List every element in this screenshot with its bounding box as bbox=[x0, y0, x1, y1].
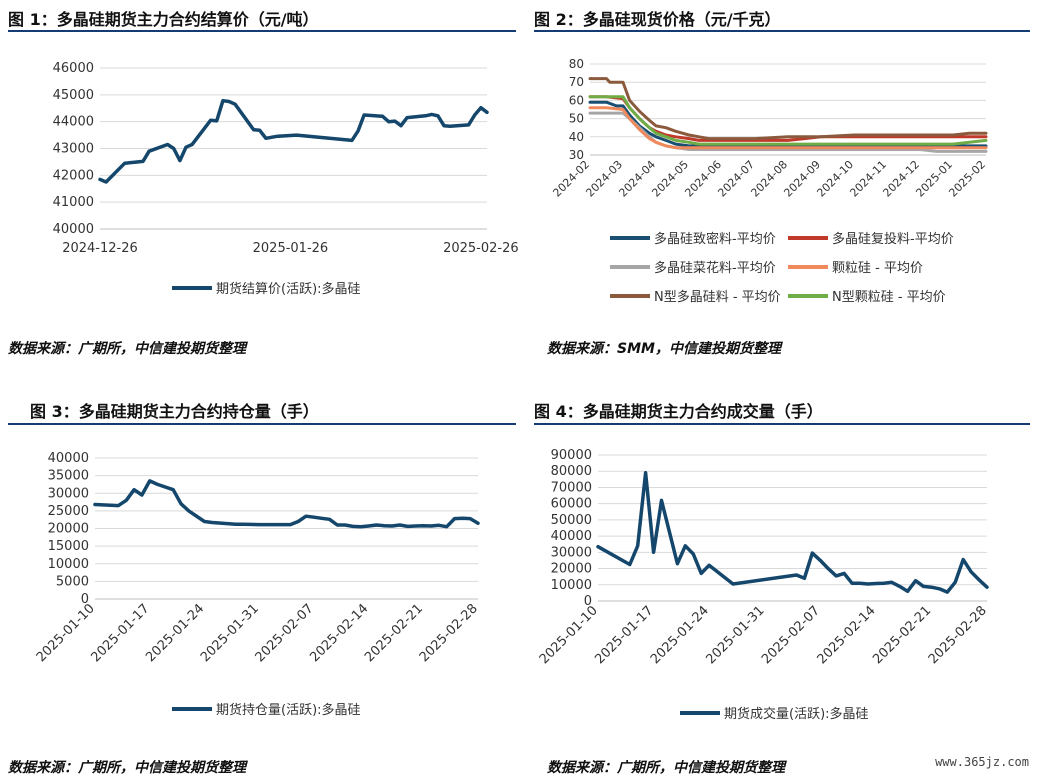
x-tick-label: 2025-02-28 bbox=[417, 601, 481, 665]
series-line bbox=[596, 471, 989, 594]
y-tick-label: 60000 bbox=[551, 497, 592, 512]
y-tick-label: 40000 bbox=[551, 529, 592, 544]
y-tick-label: 40 bbox=[569, 130, 584, 144]
panel-1-source: 数据来源：广期所，中信建投期货整理 bbox=[8, 341, 246, 357]
y-tick-label: 10000 bbox=[48, 557, 89, 572]
y-tick-label: 50000 bbox=[551, 513, 592, 528]
y-tick-label: 25000 bbox=[48, 504, 89, 519]
y-tick-label: 50 bbox=[569, 112, 584, 126]
y-tick-label: 70000 bbox=[551, 480, 592, 495]
watermark: www.365jz.com bbox=[935, 755, 1029, 769]
panel-2-source: 数据来源：SMM，中信建投期货整理 bbox=[547, 341, 781, 357]
legend-label: 颗粒硅 - 平均价 bbox=[832, 261, 923, 276]
x-tick-label: 2025-02 bbox=[946, 158, 988, 200]
series-line bbox=[98, 98, 489, 184]
y-tick-label: 40000 bbox=[48, 451, 89, 466]
x-tick-label: 2025-01-26 bbox=[253, 241, 329, 256]
y-tick-label: 45000 bbox=[53, 88, 94, 103]
panel-2-rule bbox=[534, 30, 1030, 32]
legend-label: 期货成交量(活跃):多晶硅 bbox=[724, 706, 869, 722]
legend-label: 期货结算价(活跃):多晶硅 bbox=[216, 281, 361, 297]
y-tick-label: 20000 bbox=[48, 522, 89, 537]
legend-label: 期货持仓量(活跃):多晶硅 bbox=[216, 702, 361, 718]
panel-4-title: 图 4：多晶硅期货主力合约成交量（手） bbox=[534, 402, 823, 421]
y-tick-label: 15000 bbox=[48, 539, 89, 554]
y-tick-label: 80000 bbox=[551, 464, 592, 479]
legend-label: 多晶硅菜花料-平均价 bbox=[654, 260, 776, 276]
x-tick-label: 2025-02-07 bbox=[759, 603, 823, 667]
x-tick-label: 2025-02-28 bbox=[926, 603, 990, 667]
legend-label: 多晶硅致密料-平均价 bbox=[654, 231, 776, 247]
y-tick-label: 46000 bbox=[53, 61, 94, 76]
x-tick-label: 2024-12-26 bbox=[62, 241, 138, 256]
y-tick-label: 70 bbox=[569, 75, 584, 89]
y-tick-label: 43000 bbox=[53, 142, 94, 157]
panel-1-title: 图 1：多晶硅期货主力合约结算价（元/吨） bbox=[8, 10, 319, 29]
panel-2-title: 图 2：多晶硅现货价格（元/千克） bbox=[534, 10, 781, 29]
y-tick-label: 5000 bbox=[56, 574, 89, 589]
y-tick-label: 44000 bbox=[53, 115, 94, 130]
y-tick-label: 35000 bbox=[48, 469, 89, 484]
series-line bbox=[588, 106, 988, 150]
y-tick-label: 0 bbox=[81, 592, 89, 607]
y-tick-label: 30 bbox=[569, 148, 584, 162]
x-tick-label: 2025-01-10 bbox=[537, 603, 601, 667]
y-tick-label: 20000 bbox=[551, 562, 592, 577]
series-line bbox=[588, 77, 988, 141]
y-tick-label: 0 bbox=[584, 594, 592, 609]
series-line bbox=[93, 479, 480, 529]
x-tick-label: 2025-02-26 bbox=[443, 241, 519, 256]
legend-label: N型颗粒硅 - 平均价 bbox=[832, 290, 946, 305]
legend-label: 多晶硅复投料-平均价 bbox=[832, 231, 954, 247]
y-tick-label: 30000 bbox=[48, 486, 89, 501]
x-tick-label: 2025-02-14 bbox=[815, 603, 879, 667]
x-tick-label: 2025-01-17 bbox=[592, 603, 656, 667]
x-tick-label: 2025-01-31 bbox=[704, 603, 768, 667]
y-tick-label: 10000 bbox=[551, 578, 592, 593]
series-line bbox=[588, 100, 988, 148]
x-tick-label: 2025-01-24 bbox=[648, 603, 712, 667]
y-tick-label: 80 bbox=[569, 57, 584, 71]
series-line bbox=[588, 95, 988, 146]
panel-3-rule bbox=[8, 423, 516, 425]
y-tick-label: 30000 bbox=[551, 545, 592, 560]
y-tick-label: 40000 bbox=[53, 222, 94, 237]
panel-4-source: 数据来源：广期所，中信建投期货整理 bbox=[547, 760, 785, 776]
y-tick-label: 60 bbox=[569, 93, 584, 107]
panel-3-title: 图 3：多晶硅期货主力合约持仓量（手） bbox=[30, 402, 319, 421]
panel-3-source: 数据来源：广期所，中信建投期货整理 bbox=[8, 760, 246, 776]
y-tick-label: 90000 bbox=[551, 448, 592, 463]
y-tick-label: 41000 bbox=[53, 195, 94, 210]
x-tick-label: 2025-02-21 bbox=[870, 603, 934, 667]
y-tick-label: 42000 bbox=[53, 168, 94, 183]
panel-4-rule bbox=[534, 423, 1030, 425]
panel-1-rule bbox=[8, 30, 516, 32]
legend-label: N型多晶硅料 - 平均价 bbox=[654, 289, 781, 305]
